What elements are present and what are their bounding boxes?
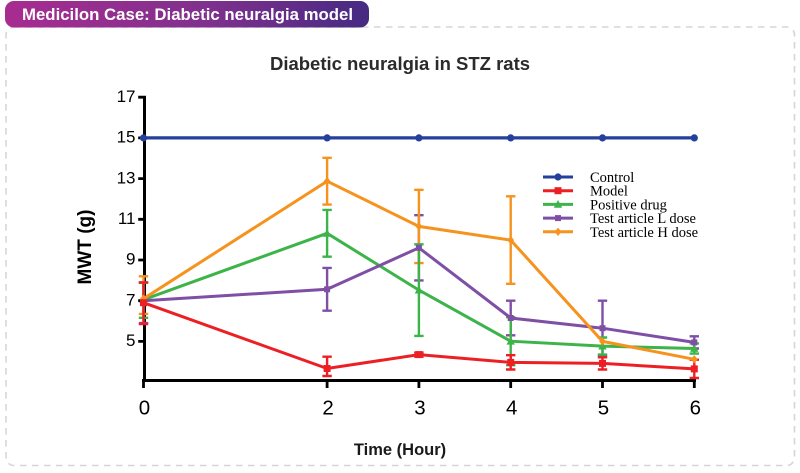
svg-text:11: 11 <box>118 209 136 228</box>
svg-text:Medicilon Case: Diabetic neura: Medicilon Case: Diabetic neuralgia model <box>22 5 353 24</box>
svg-text:5: 5 <box>126 331 135 350</box>
svg-text:7: 7 <box>126 290 135 309</box>
svg-text:6: 6 <box>690 397 701 420</box>
svg-text:4: 4 <box>506 397 517 420</box>
svg-text:3: 3 <box>414 397 425 420</box>
svg-text:MWT (g): MWT (g) <box>75 210 96 285</box>
svg-text:Control: Control <box>590 170 634 186</box>
svg-text:17: 17 <box>117 87 136 106</box>
svg-text:Time (Hour): Time (Hour) <box>354 441 446 459</box>
svg-text:9: 9 <box>126 250 135 269</box>
svg-text:15: 15 <box>117 128 136 147</box>
svg-text:Test article L dose: Test article L dose <box>590 211 696 227</box>
svg-text:Positive drug: Positive drug <box>590 197 667 213</box>
svg-text:0: 0 <box>139 397 150 420</box>
svg-text:Diabetic neuralgia in STZ rats: Diabetic neuralgia in STZ rats <box>270 53 530 74</box>
svg-text:Model: Model <box>590 184 628 200</box>
svg-text:5: 5 <box>598 397 609 420</box>
svg-text:Test article H dose: Test article H dose <box>590 225 698 241</box>
svg-text:13: 13 <box>117 168 136 187</box>
svg-text:2: 2 <box>322 397 333 420</box>
